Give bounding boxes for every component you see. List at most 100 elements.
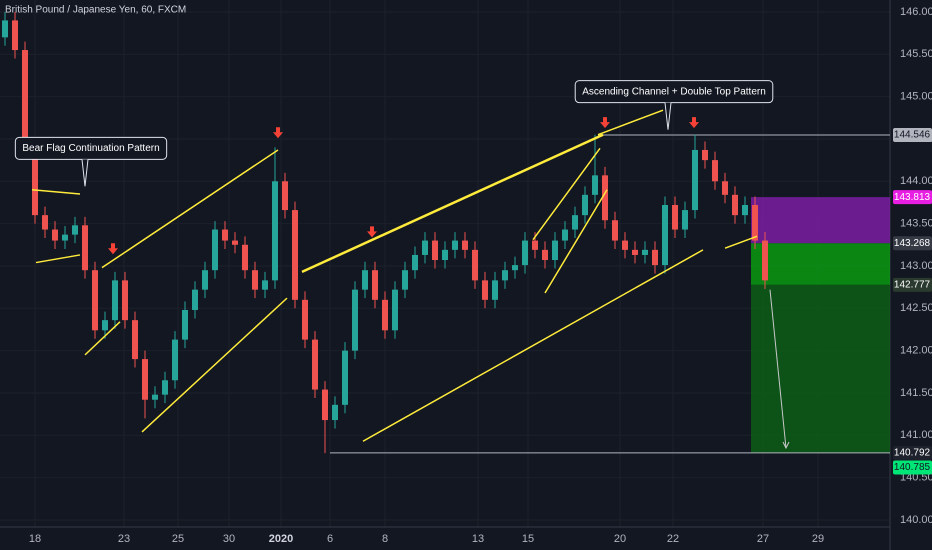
candle-body [262, 280, 268, 290]
trendline [84, 321, 121, 356]
candle-body [42, 215, 48, 230]
candle-body [622, 240, 628, 250]
candle-body [422, 240, 428, 255]
candle-body [192, 289, 198, 310]
candle-body [442, 249, 448, 261]
candle-body [272, 181, 278, 281]
price-tag [893, 460, 932, 475]
callout: Ascending Channel + Double Top Pattern [574, 80, 774, 130]
candle-body [332, 404, 338, 421]
candle-body [582, 194, 588, 216]
y-tick-label: 140.500 [900, 472, 932, 484]
x-tick-label: 13 [472, 533, 484, 545]
callout-text: Ascending Channel + Double Top Pattern [582, 86, 766, 97]
candle-body [172, 339, 178, 381]
position-zone [751, 284, 890, 453]
candle-body [202, 270, 208, 290]
down-arrow [689, 117, 699, 129]
candle-body [242, 244, 248, 271]
candle-body [412, 254, 418, 271]
callout-text: Bear Flag Continuation Pattern [22, 143, 159, 154]
candle-body [392, 289, 398, 331]
candle-body [382, 299, 388, 331]
candle-body [82, 225, 88, 271]
x-tick-label: 8 [382, 533, 388, 545]
candle-body [752, 204, 758, 241]
candle-body [112, 280, 118, 321]
candle-body [372, 270, 378, 300]
position-zone [751, 197, 890, 244]
candle-body [362, 270, 368, 290]
trendline [35, 254, 81, 264]
candle-body [212, 229, 218, 271]
price-tag [893, 277, 932, 292]
candle-body [292, 210, 298, 300]
y-tick-label: 142.000 [900, 345, 932, 357]
candle-body [162, 380, 168, 395]
trendline [362, 249, 704, 442]
x-tick-label: 20 [614, 533, 626, 545]
x-tick-label: 30 [223, 533, 235, 545]
y-tick-label: 144.000 [900, 175, 932, 187]
trendline [141, 297, 288, 433]
candle-body [462, 240, 468, 250]
candle-body [22, 50, 28, 150]
trendline [301, 133, 604, 274]
candle-body [142, 359, 148, 400]
candle-body [322, 389, 328, 421]
x-tick-label: 27 [757, 533, 769, 545]
candle-body [692, 149, 698, 211]
candle-body [452, 240, 458, 250]
x-tick-label: 15 [522, 533, 534, 545]
candle-body [102, 320, 108, 331]
y-tick-label: 142.500 [900, 302, 932, 314]
candle-body [722, 181, 728, 195]
callout-box [14, 136, 168, 160]
candle-body [122, 280, 128, 321]
candle-body [742, 204, 748, 216]
candle-body [652, 249, 658, 266]
candle-body [12, 20, 18, 51]
x-tick-label: 29 [812, 533, 824, 545]
candle-body [492, 280, 498, 300]
callout-pointer [81, 159, 89, 187]
candle-body [602, 175, 608, 221]
candle-body [682, 210, 688, 230]
candle-body [512, 265, 518, 271]
candle-body [432, 240, 438, 261]
candle-body [2, 20, 8, 38]
x-tick-label: 18 [29, 533, 41, 545]
candle-body [612, 220, 618, 241]
down-arrow [273, 127, 283, 139]
callout-pointer [664, 102, 672, 130]
price-tag [893, 190, 932, 205]
projection-arrow-head [782, 441, 790, 450]
y-tick-label: 145.000 [900, 91, 932, 103]
x-tick-label: 25 [172, 533, 184, 545]
y-tick-label: 141.000 [900, 429, 932, 441]
candle-body [562, 229, 568, 241]
position-zone [751, 243, 890, 285]
candle-body [482, 280, 488, 300]
down-arrow [600, 117, 610, 129]
x-tick-label: 23 [118, 533, 130, 545]
trendline [31, 189, 81, 195]
chart-title: British Pound / Japanese Yen, 60, FXCM [5, 5, 186, 16]
candle-body [572, 215, 578, 230]
y-tick-label: 145.500 [900, 48, 932, 60]
candle-body [92, 270, 98, 331]
candle-body [132, 320, 138, 360]
price-tag-label: 144.546 [894, 130, 931, 141]
trendline [544, 189, 608, 294]
candle-body [182, 309, 188, 340]
candle-body [662, 204, 668, 266]
y-tick-label: 141.500 [900, 387, 932, 399]
candle-body [302, 299, 308, 340]
x-tick-label: 6 [327, 533, 333, 545]
candle-body [402, 270, 408, 290]
candle-body [762, 240, 768, 281]
candle-body [252, 270, 258, 290]
candle-body [532, 240, 538, 250]
candle-body [342, 350, 348, 405]
